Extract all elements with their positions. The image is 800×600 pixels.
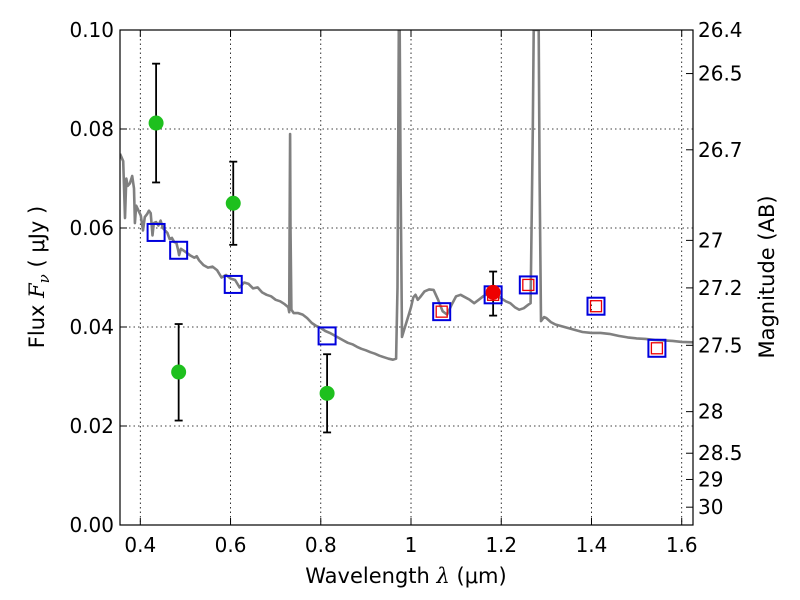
y-tick-label: 0.08 xyxy=(69,117,114,141)
x-axis-ticks: 0.4 0.6 0.8 1 1.2 1.4 1.6 xyxy=(124,30,698,557)
y2-axis-ticks: 26.4 26.5 26.7 27 27.2 27.5 28 28.529 30 xyxy=(686,18,743,519)
x-tick-label: 1.2 xyxy=(485,533,517,557)
y-axis-label-unit: ( μJy ) xyxy=(25,206,49,274)
model-photometry-box xyxy=(169,240,189,260)
x-tick-label: 1.4 xyxy=(576,533,608,557)
x-tick-label: 0.8 xyxy=(305,533,337,557)
grid xyxy=(120,30,693,525)
x-axis-label-symbol: λ xyxy=(436,564,450,588)
observed-point xyxy=(148,115,164,131)
y-axis-label-subscript: ν xyxy=(35,274,53,283)
model-photometry-inner-box xyxy=(522,278,535,292)
y2-tick-label: 27.5 xyxy=(698,333,743,357)
x-axis-label-unit: (μm) xyxy=(450,564,507,588)
x-tick-label: 0.4 xyxy=(124,533,156,557)
y-tick-label: 0.00 xyxy=(69,513,114,537)
y-tick-label: 0.02 xyxy=(69,414,114,438)
observed-point xyxy=(225,195,241,211)
model-spectrum-line xyxy=(120,30,693,362)
y-tick-label: 0.10 xyxy=(69,18,114,42)
observed-point xyxy=(319,385,335,401)
y-axis-ticks: 0.00 0.02 0.04 0.06 0.08 0.10 xyxy=(69,18,127,537)
y2-tick-label: 26.4 xyxy=(698,18,743,42)
y2-tick-label: 27 xyxy=(698,228,723,252)
x-axis-label: Wavelength λ (μm) xyxy=(305,564,506,588)
y-axis-label: Flux Fν ( μJy ) xyxy=(25,206,53,348)
y-axis-label-prefix: Flux xyxy=(25,298,49,348)
model-photometry-box xyxy=(432,302,452,322)
model-photometry-layer xyxy=(146,222,667,358)
y2-tick-label: 30 xyxy=(698,495,723,519)
x-tick-label: 1.6 xyxy=(666,533,698,557)
y-tick-label: 0.04 xyxy=(69,315,114,339)
model-photometry-box xyxy=(586,296,606,316)
model-photometry-box xyxy=(647,338,667,358)
model-photometry-inner-box xyxy=(435,305,448,318)
y2-tick-label: 29 xyxy=(698,467,723,491)
model-photometry-inner-box xyxy=(650,342,664,355)
y-axis-label-symbol: F xyxy=(25,282,49,299)
plot-frame xyxy=(119,29,694,526)
y2-tick-label: 26.7 xyxy=(698,138,743,162)
model-photometry-box xyxy=(146,222,166,242)
observed-photometry-layer xyxy=(148,115,501,401)
x-tick-label: 1 xyxy=(405,533,418,557)
observed-point xyxy=(171,364,187,380)
model-photometry-box xyxy=(317,326,337,346)
y-tick-label: 0.06 xyxy=(69,216,114,240)
y2-tick-label: 26.5 xyxy=(698,62,743,86)
y2-axis-label: Magnitude (AB) xyxy=(755,195,779,358)
observed-point-highlight xyxy=(485,284,501,300)
y2-tick-label: 28 xyxy=(698,400,723,424)
model-photometry-inner-box xyxy=(589,300,603,313)
x-axis-label-prefix: Wavelength xyxy=(305,564,436,588)
model-photometry-box xyxy=(223,274,243,294)
x-tick-label: 0.6 xyxy=(215,533,247,557)
model-spectrum-layer xyxy=(120,30,693,362)
model-photometry-box xyxy=(518,275,538,295)
y2-tick-label: 28.5 xyxy=(698,441,743,465)
y2-tick-label: 27.2 xyxy=(698,276,743,300)
